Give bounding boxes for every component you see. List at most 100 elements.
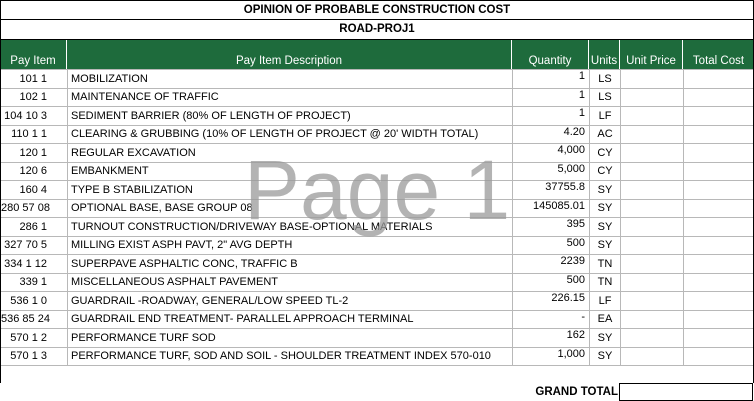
total-cost-cell[interactable] [683,69,754,89]
unit-price-cell[interactable] [620,235,684,255]
units-cell[interactable]: LF [589,106,621,126]
description-cell[interactable]: REGULAR EXCAVATION [67,143,513,163]
total-cost-cell[interactable] [683,106,754,126]
pay-item-no-cell[interactable]: 339 1 [0,272,68,292]
grand-total-cell[interactable] [619,383,753,401]
description-cell[interactable]: CLEARING & GRUBBING (10% OF LENGTH OF PR… [67,124,513,144]
pay-item-no-cell[interactable]: 536 1 0 [0,291,68,311]
description-cell[interactable]: MISCELLANEOUS ASPHALT PAVEMENT [67,272,513,292]
units-cell[interactable]: CY [589,143,621,163]
unit-price-cell[interactable] [620,87,684,107]
unit-price-cell[interactable] [620,180,684,200]
quantity-cell[interactable]: 162 [512,328,590,348]
units-cell[interactable]: LF [589,291,621,311]
pay-item-no-cell[interactable]: 160 4 [0,180,68,200]
pay-item-no-cell[interactable]: 570 1 2 [0,328,68,348]
header-total-cost[interactable]: Total Cost [683,40,754,69]
total-cost-cell[interactable] [683,87,754,107]
unit-price-cell[interactable] [620,161,684,181]
quantity-cell[interactable]: 145085.01 [512,198,590,218]
description-cell[interactable]: SUPERPAVE ASPHALTIC CONC, TRAFFIC B [67,254,513,274]
unit-price-cell[interactable] [620,69,684,89]
pay-item-no-cell[interactable]: 120 6 [0,161,68,181]
total-cost-cell[interactable] [683,161,754,181]
total-cost-cell[interactable] [683,180,754,200]
units-cell[interactable]: SY [589,198,621,218]
quantity-cell[interactable]: 500 [512,272,590,292]
pay-item-no-cell[interactable]: 120 1 [0,143,68,163]
description-cell[interactable]: MAINTENANCE OF TRAFFIC [67,87,513,107]
description-cell[interactable]: PERFORMANCE TURF SOD [67,328,513,348]
pay-item-no-cell[interactable]: 101 1 [0,69,68,89]
pay-item-no-cell[interactable]: 104 10 3 [0,106,68,126]
units-cell[interactable]: SY [589,235,621,255]
units-cell[interactable]: EA [589,309,621,329]
pay-item-no-cell[interactable]: 102 1 [0,87,68,107]
header-unit-price[interactable]: Unit Price [620,40,683,69]
units-cell[interactable]: SY [589,180,621,200]
total-cost-cell[interactable] [683,272,754,292]
quantity-cell[interactable]: 5,000 [512,161,590,181]
description-cell[interactable]: MOBILIZATION [67,69,513,89]
total-cost-cell[interactable] [683,254,754,274]
pay-item-no-cell[interactable]: 334 1 12 [0,254,68,274]
unit-price-cell[interactable] [620,217,684,237]
unit-price-cell[interactable] [620,346,684,366]
quantity-cell[interactable]: 395 [512,217,590,237]
total-cost-cell[interactable] [683,124,754,144]
total-cost-cell[interactable] [683,143,754,163]
quantity-cell[interactable]: 2239 [512,254,590,274]
unit-price-cell[interactable] [620,106,684,126]
header-quantity[interactable]: Quantity [512,40,589,69]
total-cost-cell[interactable] [683,346,754,366]
units-cell[interactable]: CY [589,161,621,181]
pay-item-no-cell[interactable]: 286 1 [0,217,68,237]
description-cell[interactable]: SEDIMENT BARRIER (80% OF LENGTH OF PROJE… [67,106,513,126]
description-cell[interactable]: PERFORMANCE TURF, SOD AND SOIL - SHOULDE… [67,346,513,366]
description-cell[interactable]: TYPE B STABILIZATION [67,180,513,200]
description-cell[interactable]: MILLING EXIST ASPH PAVT, 2" AVG DEPTH [67,235,513,255]
units-cell[interactable]: SY [589,217,621,237]
total-cost-cell[interactable] [683,309,754,329]
quantity-cell[interactable]: 1,000 [512,346,590,366]
quantity-cell[interactable]: 1 [512,87,590,107]
unit-price-cell[interactable] [620,309,684,329]
header-units[interactable]: Units [589,40,620,69]
quantity-cell[interactable]: 4.20 [512,124,590,144]
header-pay-item-no[interactable]: Pay Item No. [0,40,67,109]
quantity-cell[interactable]: 500 [512,235,590,255]
total-cost-cell[interactable] [683,235,754,255]
description-cell[interactable]: TURNOUT CONSTRUCTION/DRIVEWAY BASE-OPTIO… [67,217,513,237]
unit-price-cell[interactable] [620,143,684,163]
units-cell[interactable]: AC [589,124,621,144]
quantity-cell[interactable]: 37755.8 [512,180,590,200]
units-cell[interactable]: TN [589,254,621,274]
unit-price-cell[interactable] [620,198,684,218]
pay-item-no-cell[interactable]: 327 70 5 [0,235,68,255]
units-cell[interactable]: SY [589,328,621,348]
total-cost-cell[interactable] [683,217,754,237]
quantity-cell[interactable]: 226.15 [512,291,590,311]
total-cost-cell[interactable] [683,198,754,218]
unit-price-cell[interactable] [620,254,684,274]
description-cell[interactable]: GUARDRAIL END TREATMENT- PARALLEL APPROA… [67,309,513,329]
description-cell[interactable]: GUARDRAIL -ROADWAY, GENERAL/LOW SPEED TL… [67,291,513,311]
pay-item-no-cell[interactable]: 280 57 08 [0,198,68,218]
pay-item-no-cell[interactable]: 110 1 1 [0,124,68,144]
unit-price-cell[interactable] [620,328,684,348]
pay-item-no-cell[interactable]: 570 1 3 [0,346,68,366]
units-cell[interactable]: SY [589,346,621,366]
unit-price-cell[interactable] [620,272,684,292]
pay-item-no-cell[interactable]: 536 85 24 [0,309,68,329]
units-cell[interactable]: TN [589,272,621,292]
quantity-cell[interactable]: - [512,309,590,329]
header-description[interactable]: Pay Item Description [67,40,512,69]
description-cell[interactable]: EMBANKMENT [67,161,513,181]
unit-price-cell[interactable] [620,291,684,311]
units-cell[interactable]: LS [589,69,621,89]
quantity-cell[interactable]: 4,000 [512,143,590,163]
total-cost-cell[interactable] [683,291,754,311]
unit-price-cell[interactable] [620,124,684,144]
total-cost-cell[interactable] [683,328,754,348]
units-cell[interactable]: LS [589,87,621,107]
